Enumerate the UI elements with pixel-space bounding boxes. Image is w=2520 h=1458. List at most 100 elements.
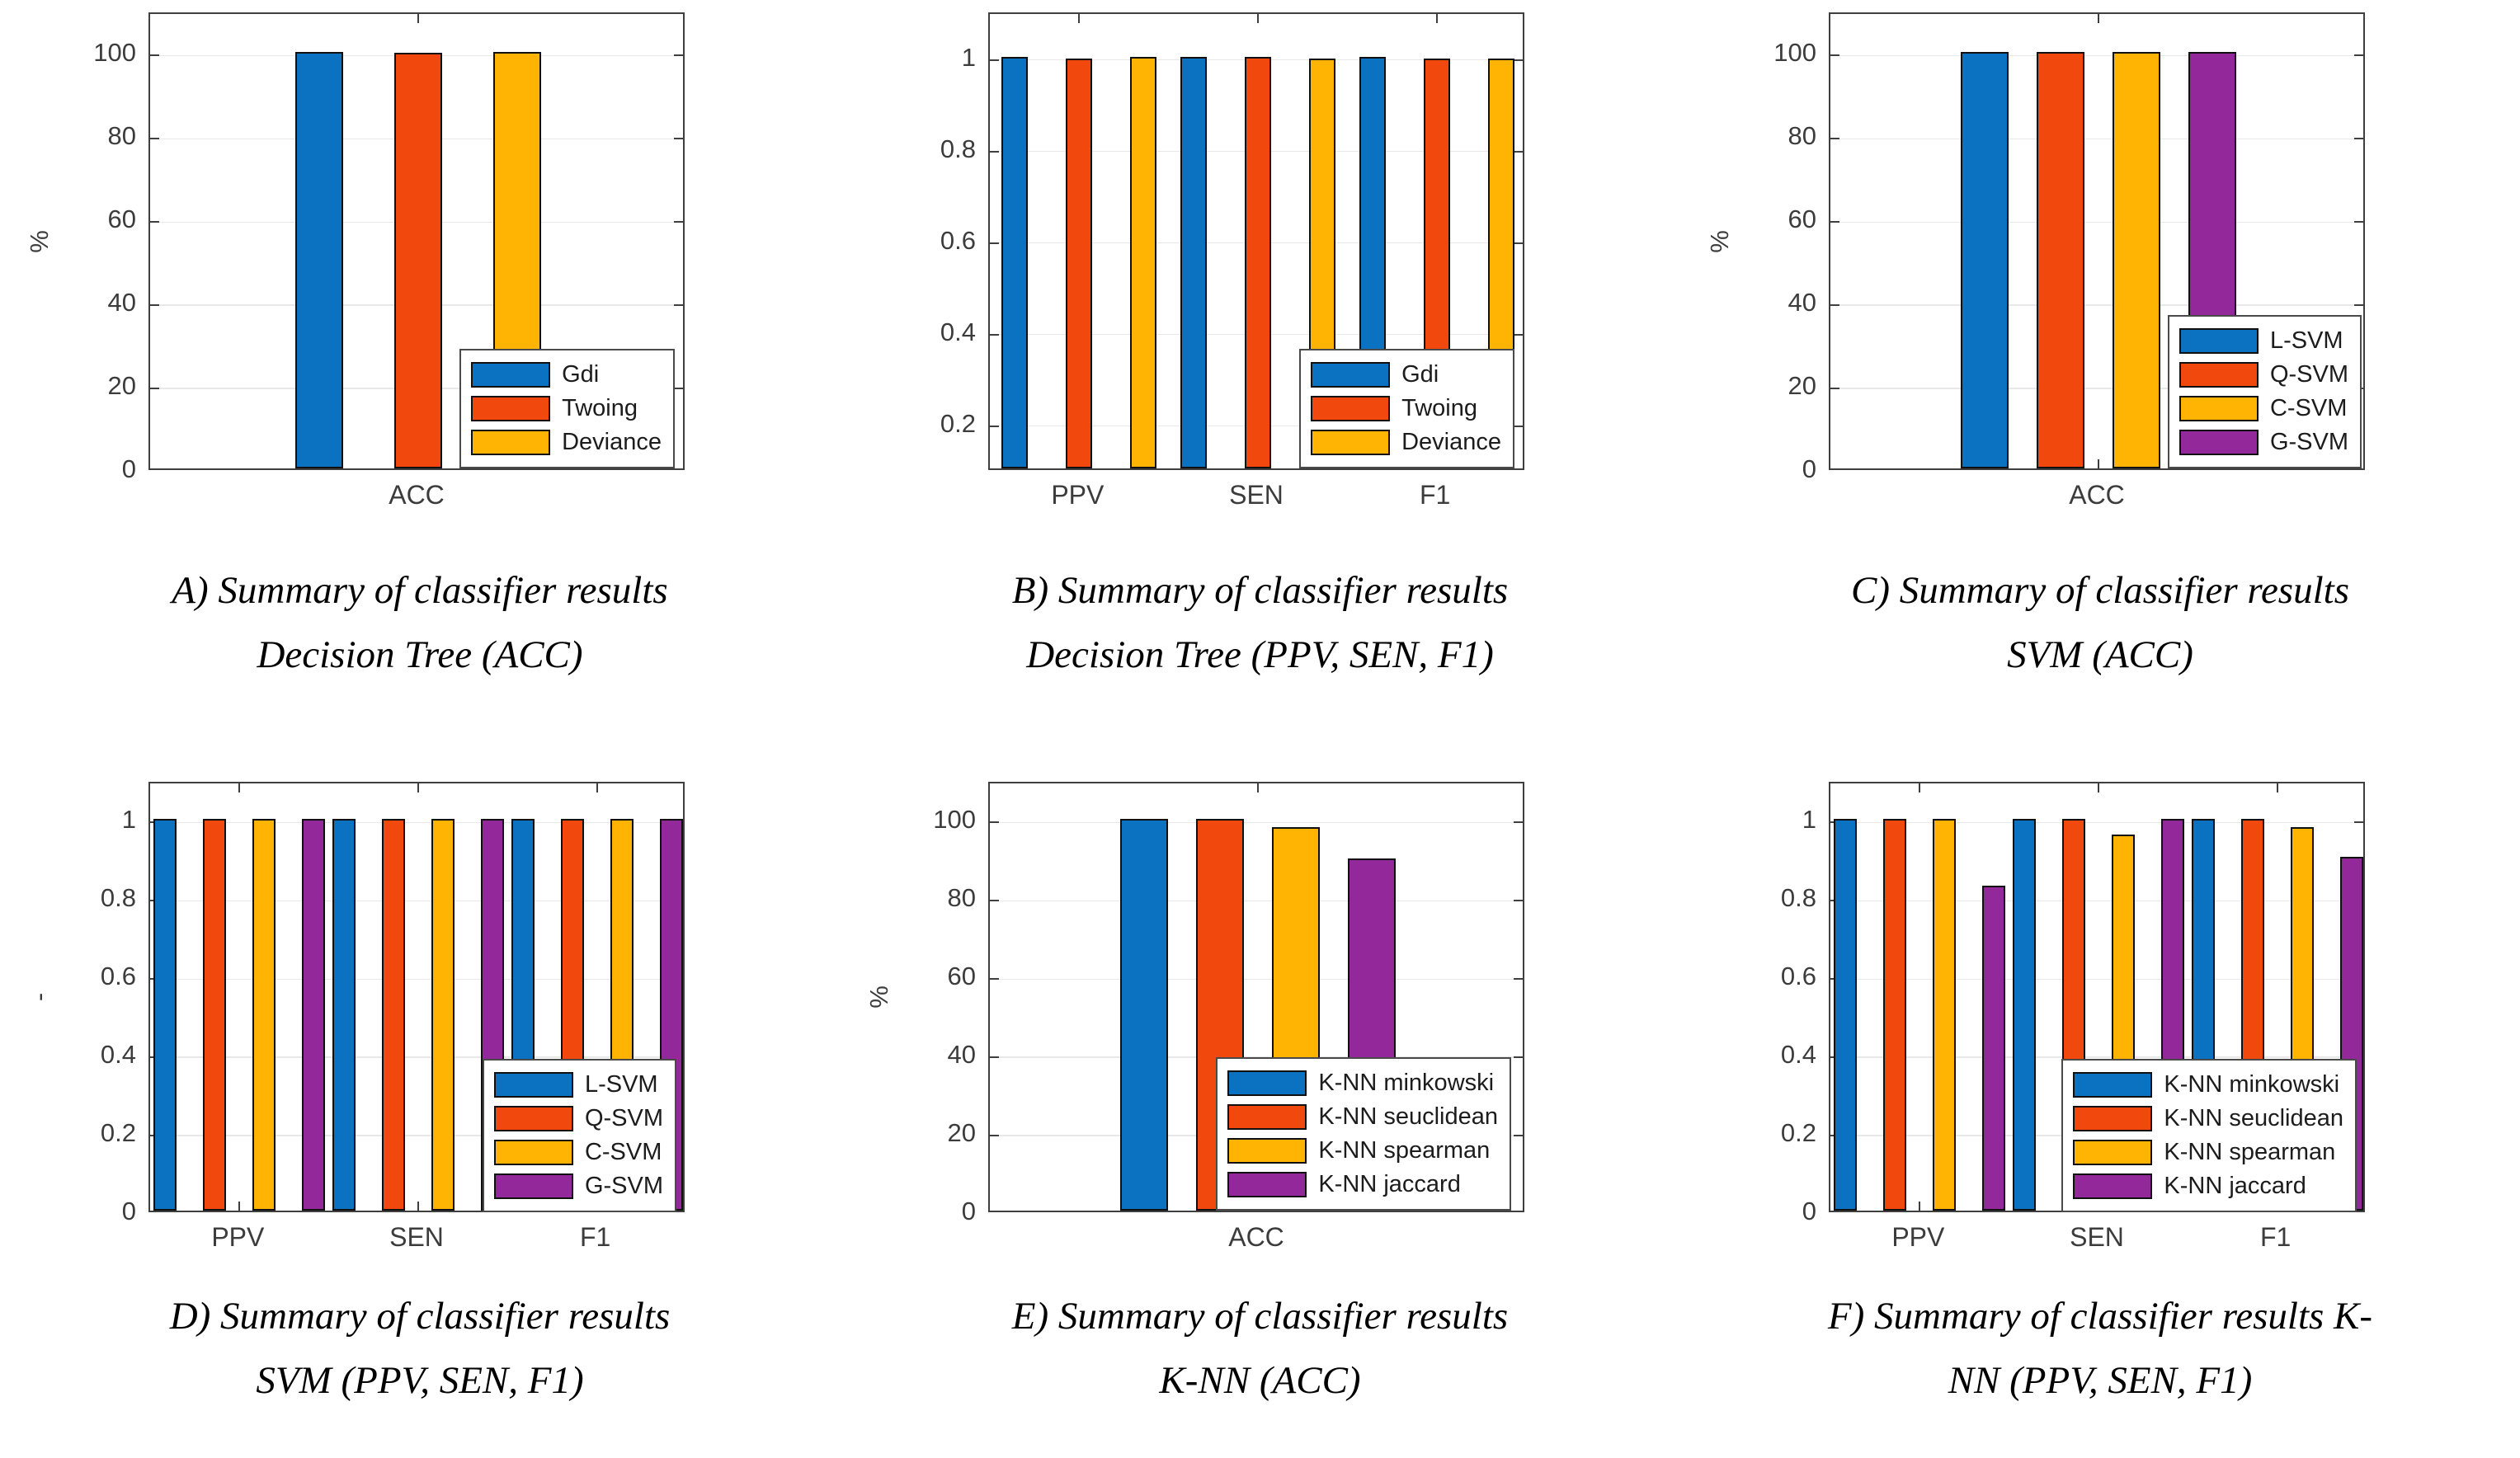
chart-knn-ppv-sen-f1: K-NN minkowski K-NN seuclidean K-NN spearm… <box>1680 734 2520 1270</box>
x-tick-label: PPV <box>1891 1222 1945 1252</box>
y-tick-label: 0.2 <box>100 1118 136 1148</box>
bar-c-svm-sen <box>431 819 455 1211</box>
x-tickmark-top <box>417 783 419 792</box>
legend-label: Twoing <box>1401 395 1477 421</box>
legend-swatch <box>1311 430 1391 455</box>
caption-a: A) Summary of classifier results Decisio… <box>0 544 840 734</box>
x-tickmark-top <box>238 783 241 792</box>
gridline <box>1830 54 2363 57</box>
plot-area: K-NN minkowski K-NN seuclidean K-NN spearm… <box>988 782 1524 1212</box>
legend-label: K-NN seuclidean <box>2164 1105 2343 1131</box>
x-tick-label: SEN <box>1229 480 1284 510</box>
bar-twoing-sen <box>1245 56 1271 468</box>
y-tick-label: 0 <box>121 454 136 483</box>
y-tickmark <box>1830 138 1839 140</box>
bar-gdi-sen <box>1180 56 1207 468</box>
legend-swatch <box>1311 396 1391 421</box>
y-axis-label: % <box>864 985 893 1009</box>
legend-swatch <box>2073 1106 2153 1131</box>
caption-c: C) Summary of classifier results SVM (AC… <box>1680 544 2520 734</box>
bar-g-svm-ppv <box>302 819 326 1211</box>
gridline <box>150 821 683 824</box>
y-tick-label: 0.6 <box>100 962 136 991</box>
legend-label: K-NN jaccard <box>2164 1173 2306 1199</box>
legend-label: K-NN spearman <box>1318 1137 1491 1164</box>
bar-twoing-acc <box>394 53 442 468</box>
gridline <box>150 1056 683 1058</box>
y-tick-label: 0 <box>1802 454 1816 483</box>
plot-area: K-NN minkowski K-NN seuclidean K-NN spearm… <box>1829 782 2365 1212</box>
y-tick-label: 0 <box>121 1197 136 1225</box>
legend-swatch <box>1227 1070 1307 1096</box>
y-tickmark <box>990 59 999 61</box>
x-tick-label: PPV <box>211 1222 265 1252</box>
legend-item: K-NN jaccard <box>2073 1173 2343 1200</box>
legend-label: G-SVM <box>2269 429 2348 455</box>
x-tick-label: PPV <box>1051 480 1105 510</box>
bar-k-nn-minkowski-ppv <box>1834 819 1858 1211</box>
legend-item: Q-SVM <box>493 1105 663 1132</box>
x-tick-label: SEN <box>2070 1222 2124 1252</box>
y-tick-label: 40 <box>1788 288 1816 317</box>
bar-gdi-ppv <box>1001 56 1029 468</box>
y-tick-label: 0.4 <box>100 1040 136 1070</box>
legend-swatch <box>2073 1072 2153 1098</box>
y-tick-label: 0.4 <box>1780 1040 1816 1070</box>
legend-swatch <box>471 362 551 388</box>
y-axis-label: - <box>25 992 54 1002</box>
x-tickmark-top <box>2098 783 2099 792</box>
y-tickmark <box>990 900 999 902</box>
y-tick-label: 20 <box>1788 371 1816 401</box>
legend-item: Q-SVM <box>2179 361 2348 388</box>
legend-swatch <box>1227 1172 1307 1197</box>
caption-d: D) Summary of classifier results SVM (PP… <box>0 1270 840 1458</box>
bar-k-nn-minkowski-sen <box>2013 819 2036 1211</box>
bar-k-nn-jaccard-ppv <box>1982 886 2006 1211</box>
legend-item: Twoing <box>471 395 662 422</box>
y-tickmark <box>990 333 999 336</box>
bar-deviance-ppv <box>1130 56 1157 468</box>
legend-swatch <box>493 1173 573 1199</box>
legend-swatch <box>2073 1140 2153 1165</box>
gridline <box>990 821 1523 824</box>
plot-area: L-SVM Q-SVM C-SVM G-SVM <box>148 782 685 1212</box>
y-tick-label: 80 <box>107 121 136 151</box>
legend-swatch <box>471 396 551 421</box>
y-tick-label: 0.6 <box>940 225 976 255</box>
y-tickmark <box>990 1135 999 1137</box>
y-tickmark <box>990 1056 999 1059</box>
bar-l-svm-acc <box>1961 52 2009 468</box>
gridline <box>1830 221 2363 223</box>
x-tickmark-top <box>1257 14 1259 23</box>
y-tick-label: 0 <box>1802 1197 1816 1225</box>
legend-label: K-NN jaccard <box>1318 1171 1461 1197</box>
legend-item: K-NN minkowski <box>2073 1071 2343 1098</box>
caption-a-line2: Decision Tree (ACC) <box>257 633 583 676</box>
y-tick-label: 0.2 <box>940 408 976 438</box>
legend-item: K-NN jaccard <box>1227 1171 1498 1198</box>
caption-e-line1: E) Summary of classifier results <box>1011 1295 1509 1338</box>
y-tickmark <box>990 150 999 153</box>
legend-label: K-NN spearman <box>2164 1139 2336 1165</box>
x-tick-label: ACC <box>2069 480 2125 510</box>
y-tickmark <box>1830 221 1839 223</box>
y-tickmark <box>150 221 159 223</box>
y-tick-label: 20 <box>947 1118 976 1148</box>
y-tickmark <box>150 54 159 57</box>
legend-item: Twoing <box>1311 395 1501 422</box>
legend-swatch <box>1227 1138 1307 1164</box>
y-tickmark <box>1514 900 1523 902</box>
legend-item: K-NN spearman <box>2073 1139 2343 1166</box>
y-tick-label: 1 <box>1802 805 1816 835</box>
legend-label: C-SVM <box>2269 395 2348 421</box>
gridline <box>150 978 683 981</box>
x-tickmark-bottom <box>1919 1202 1921 1211</box>
bar-k-nn-spearman-ppv <box>1933 819 1957 1211</box>
legend-label: L-SVM <box>2269 327 2343 354</box>
y-tickmark <box>1830 54 1839 57</box>
bar-q-svm-ppv <box>203 819 227 1211</box>
y-tick-label: 100 <box>1773 38 1816 68</box>
legend-swatch <box>1311 362 1391 388</box>
legend-swatch <box>2179 362 2259 388</box>
y-tickmark <box>150 304 159 307</box>
